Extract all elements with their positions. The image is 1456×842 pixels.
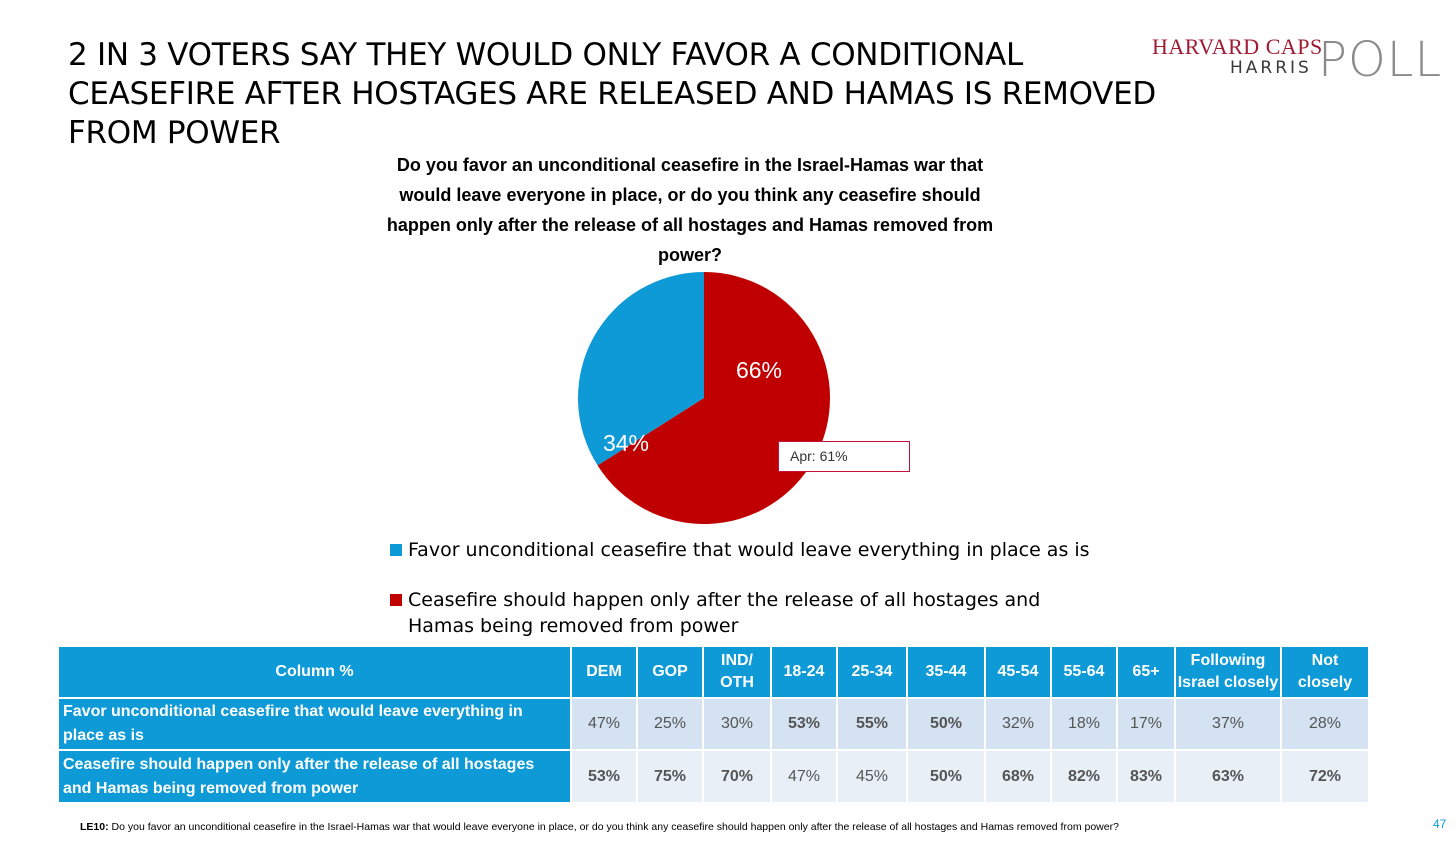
legend-label: Favor unconditional ceasefire that would… [408,539,1090,561]
chart-question: Do you favor an unconditional ceasefire … [386,155,994,265]
col-gop: GOP [636,645,704,699]
table-cell: 63% [1174,749,1282,804]
table-cell: 68% [984,749,1052,804]
table-corner: Column % [57,645,572,699]
col-following-israel-closely: Following Israel closely [1174,645,1282,699]
april-comparison-callout: Apr: 61% [778,441,910,472]
legend-swatch-red [390,594,402,606]
col-55-64: 55-64 [1050,645,1118,699]
logo-harris: HARRIS [1230,58,1312,78]
crosstab-table: Column % DEM GOP IND/OTH 18-24 25-34 35-… [57,645,1370,804]
table-cell: 28% [1280,697,1370,751]
col-18-24: 18-24 [770,645,838,699]
footnote-code: LE10: [80,821,109,833]
table-cell: 53% [570,749,638,804]
table-cell: 32% [984,697,1052,751]
table-header-row: Column % DEM GOP IND/OTH 18-24 25-34 35-… [57,645,1370,699]
table-cell: 25% [636,697,704,751]
col-ind-oth: IND/OTH [702,645,772,699]
table-cell: 53% [770,697,838,751]
table-cell: 47% [770,749,838,804]
page-number: 47 [1433,817,1447,831]
table-cell: 47% [570,697,638,751]
logo-harvard-caps: HARVARD CAPS [1152,34,1323,59]
table-cell: 82% [1050,749,1118,804]
legend-label-line2: Hamas being removed from power [408,615,739,637]
legend-swatch-blue [390,544,402,556]
col-45-54: 45-54 [984,645,1052,699]
legend-label-line1: Ceasefire should happen only after the r… [408,589,1041,611]
table-cell: 72% [1280,749,1370,804]
table-cell: 18% [1050,697,1118,751]
table-row: Favor unconditional ceasefire that would… [57,697,1370,751]
table-row: Ceasefire should happen only after the r… [57,749,1370,804]
pie-slice-conditional-ceasefire [597,272,830,525]
table-cell: 37% [1174,697,1282,751]
table-cell: 55% [836,697,908,751]
table-cell: 45% [836,749,908,804]
table-cell: 83% [1116,749,1176,804]
table-cell: 17% [1116,697,1176,751]
logo-poll: POLL [1318,32,1443,88]
table-cell: 75% [636,749,704,804]
row-label: Favor unconditional ceasefire that would… [57,697,572,751]
col-65-plus: 65+ [1116,645,1176,699]
col-35-44: 35-44 [906,645,986,699]
harvard-caps-harris-poll-logo: HARVARD CAPS HARRIS POLL [1152,32,1442,88]
table-cell: 50% [906,749,986,804]
pie-label-34: 34% [603,430,649,456]
col-25-34: 25-34 [836,645,908,699]
pie-slice-favor-unconditional [577,272,704,466]
col-not-closely: Not closely [1280,645,1370,699]
footnote: LE10: Do you favor an unconditional ceas… [80,821,1119,833]
table-cell: 30% [702,697,772,751]
page-title: 2 IN 3 VOTERS SAY THEY WOULD ONLY FAVOR … [68,37,1156,151]
footnote-text: Do you favor an unconditional ceasefire … [108,821,1119,833]
pie-label-66: 66% [736,357,782,383]
table-cell: 70% [702,749,772,804]
table-cell: 50% [906,697,986,751]
col-dem: DEM [570,645,638,699]
row-label: Ceasefire should happen only after the r… [57,749,572,804]
